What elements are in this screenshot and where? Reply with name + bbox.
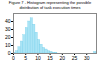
svg-text:30: 30 [84, 55, 90, 61]
svg-text:0: 0 [12, 55, 15, 61]
svg-text:25: 25 [72, 55, 78, 61]
svg-text:20: 20 [60, 55, 66, 61]
svg-text:40: 40 [5, 18, 11, 24]
svg-text:10: 10 [35, 55, 41, 61]
html-text:Figure 7 - Histogram represent: Figure 7 - Histogram representing the po… [8, 0, 92, 10]
svg-text:10: 10 [5, 42, 11, 48]
svg-text:30: 30 [5, 26, 11, 32]
svg-text:20: 20 [5, 34, 11, 40]
svg-text:0: 0 [8, 50, 11, 56]
svg-text:5: 5 [24, 55, 27, 61]
svg-text:15: 15 [47, 55, 53, 61]
